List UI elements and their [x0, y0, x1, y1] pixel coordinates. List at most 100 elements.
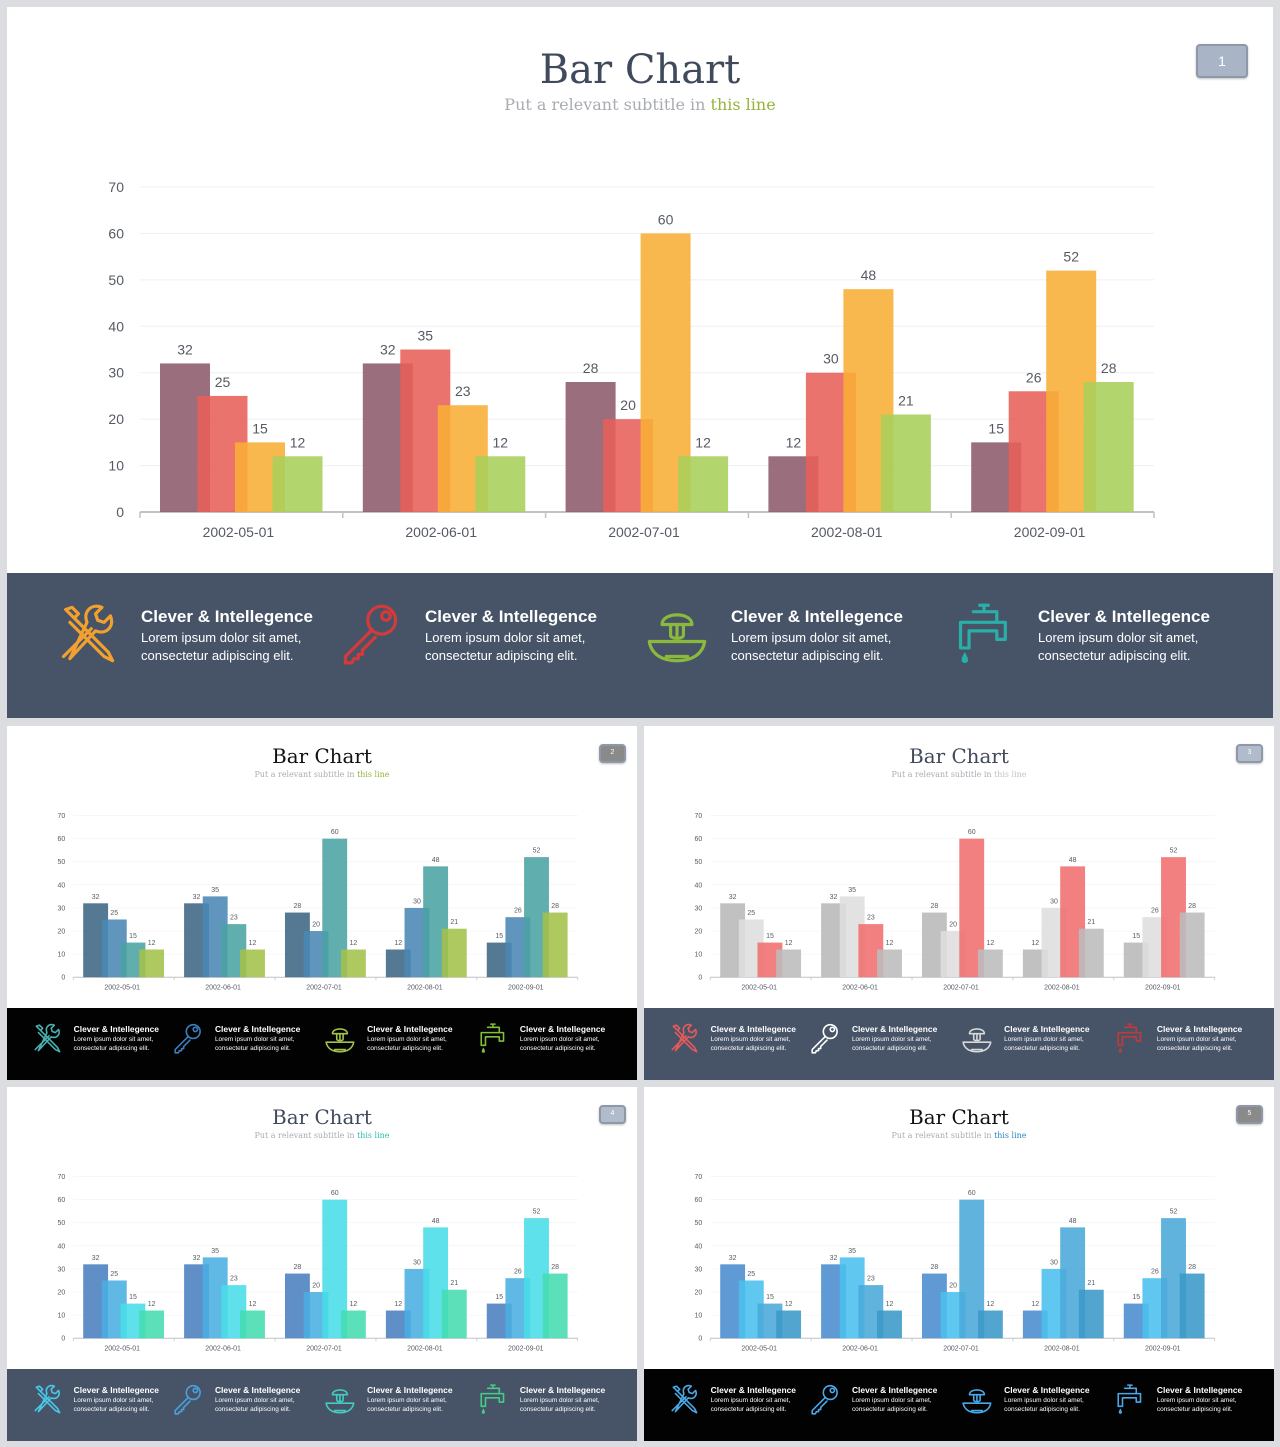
y-tick-label: 70 [695, 1174, 703, 1181]
feature-description-line: Lorem ipsum dolor sit amet, [367, 1035, 447, 1043]
y-tick-label: 0 [116, 504, 124, 520]
slide-subtitle: Put a relevant subtitle in this line [7, 95, 1273, 115]
feature-description-line: Lorem ipsum dolor sit amet, [367, 1396, 447, 1404]
feature-description-line: consectetur adipiscing elit. [1004, 1044, 1080, 1052]
feature-item: Clever & Intellegence Lorem ipsum dolor s… [645, 601, 945, 671]
x-tick-label: 2002-06-01 [405, 524, 477, 540]
data-label: 28 [931, 1264, 939, 1271]
data-label: 30 [413, 898, 421, 905]
feature-description-line: Lorem ipsum dolor sit amet, [73, 1035, 154, 1043]
data-label: 52 [533, 1209, 541, 1216]
data-label: 32 [193, 1255, 201, 1262]
data-label: 12 [1031, 1301, 1039, 1308]
x-tick-label: 2002-09-01 [508, 985, 544, 992]
x-tick-label: 2002-05-01 [104, 1346, 140, 1353]
bar [776, 1310, 802, 1339]
x-tick-label: 2002-09-01 [1145, 1346, 1181, 1353]
y-tick-label: 0 [61, 975, 65, 982]
feature-title: Clever & Intellegence [1156, 1384, 1243, 1395]
data-label: 20 [312, 1283, 320, 1290]
data-label: 28 [1101, 360, 1117, 376]
data-label: 12 [493, 434, 509, 450]
feature-title: Clever & Intellegence [367, 1384, 453, 1395]
feature-title: Clever & Intellegence [425, 607, 597, 626]
bar [877, 949, 902, 978]
feature-description-line: consectetur adipiscing elit. [214, 1405, 291, 1413]
data-label: 23 [867, 1276, 875, 1283]
feature-item: Clever & Intellegence Lorem ipsum dolor s… [668, 1383, 817, 1418]
key-icon [811, 1384, 839, 1415]
faucet-icon [958, 603, 1007, 663]
feature-title: Clever & Intellegence [1004, 1384, 1090, 1395]
data-label: 28 [1188, 903, 1196, 910]
bar [240, 949, 265, 978]
feature-title: Clever & Intellegence [1004, 1023, 1090, 1034]
x-tick-label: 2002-05-01 [741, 985, 777, 992]
feature-item: Clever & Intellegence Lorem ipsum dolor s… [55, 601, 355, 671]
feature-title: Clever & Intellegence [1156, 1023, 1243, 1034]
data-label: 12 [148, 940, 156, 947]
bar [542, 912, 568, 978]
y-tick-label: 20 [695, 1290, 703, 1297]
slide-4[interactable]: Bar Chart Put a relevant subtitle in this… [7, 1087, 637, 1441]
data-label: 12 [695, 434, 711, 450]
x-tick-label: 2002-07-01 [943, 985, 979, 992]
x-tick-label: 2002-06-01 [205, 985, 241, 992]
slide-subtitle: Put a relevant subtitle in this line [644, 770, 1274, 780]
bar [1078, 1289, 1104, 1339]
data-label: 21 [1087, 1280, 1095, 1287]
data-label: 23 [867, 915, 875, 922]
slide-1[interactable]: Bar Chart Put a relevant subtitle in this… [7, 7, 1273, 718]
subtitle-highlight: this line [994, 769, 1027, 779]
y-tick-label: 60 [108, 225, 124, 241]
data-label: 28 [551, 1264, 559, 1271]
x-tick-label: 2002-05-01 [104, 985, 140, 992]
y-tick-label: 20 [58, 1290, 66, 1297]
feature-item: Clever & Intellegence Lorem ipsum dolor s… [668, 1022, 817, 1057]
data-label: 21 [898, 393, 914, 409]
y-tick-label: 10 [695, 952, 703, 959]
subtitle-highlight: this line [357, 1130, 390, 1140]
feature-footer: Clever & Intellegence Lorem ipsum dolor s… [644, 1007, 1274, 1080]
slide-title: Bar Chart [272, 744, 372, 768]
feature-description-line: Lorem ipsum dolor sit amet, [1004, 1035, 1084, 1043]
tools-icon [671, 1023, 698, 1053]
data-label: 20 [620, 397, 636, 413]
juicer-icon [325, 1027, 355, 1053]
y-tick-label: 40 [695, 882, 703, 889]
feature-description-line: consectetur adipiscing elit. [425, 648, 578, 663]
data-label: 28 [294, 903, 302, 910]
feature-item: Clever & Intellegence Lorem ipsum dolor s… [952, 601, 1252, 671]
bar [678, 456, 729, 512]
subtitle-text: Put a relevant subtitle in [254, 1130, 358, 1140]
feature-description-line: Lorem ipsum dolor sit amet, [1156, 1396, 1237, 1404]
feature-description-line: Lorem ipsum dolor sit amet, [1038, 630, 1199, 645]
feature-description-line: consectetur adipiscing elit. [367, 1044, 443, 1052]
data-label: 12 [886, 1301, 894, 1308]
data-label: 32 [729, 1255, 737, 1262]
y-tick-label: 30 [58, 905, 66, 912]
slide-5[interactable]: Bar Chart Put a relevant subtitle in this… [644, 1087, 1274, 1441]
data-label: 12 [249, 940, 257, 947]
bar [542, 1273, 568, 1339]
data-label: 32 [177, 341, 193, 357]
slide-3[interactable]: Bar Chart Put a relevant subtitle in this… [644, 726, 1274, 1080]
data-label: 30 [1050, 1259, 1058, 1266]
bar [340, 1310, 366, 1339]
data-label: 26 [514, 1269, 522, 1276]
y-tick-label: 10 [58, 952, 66, 959]
feature-title: Clever & Intellegence [214, 1384, 301, 1395]
x-tick-label: 2002-05-01 [203, 524, 275, 540]
data-label: 25 [747, 910, 755, 917]
feature-title: Clever & Intellegence [1038, 607, 1210, 626]
feature-description-line: consectetur adipiscing elit. [214, 1044, 291, 1052]
data-label: 28 [1188, 1264, 1196, 1271]
data-label: 15 [252, 420, 268, 436]
x-tick-label: 2002-06-01 [842, 1346, 878, 1353]
y-tick-label: 30 [695, 1266, 703, 1273]
y-tick-label: 30 [108, 365, 124, 381]
slide-2[interactable]: Bar Chart Put a relevant subtitle in this… [7, 726, 637, 1080]
key-icon [811, 1023, 839, 1054]
feature-description-line: consectetur adipiscing elit. [519, 1405, 596, 1413]
feature-description-line: consectetur adipiscing elit. [851, 1044, 928, 1052]
